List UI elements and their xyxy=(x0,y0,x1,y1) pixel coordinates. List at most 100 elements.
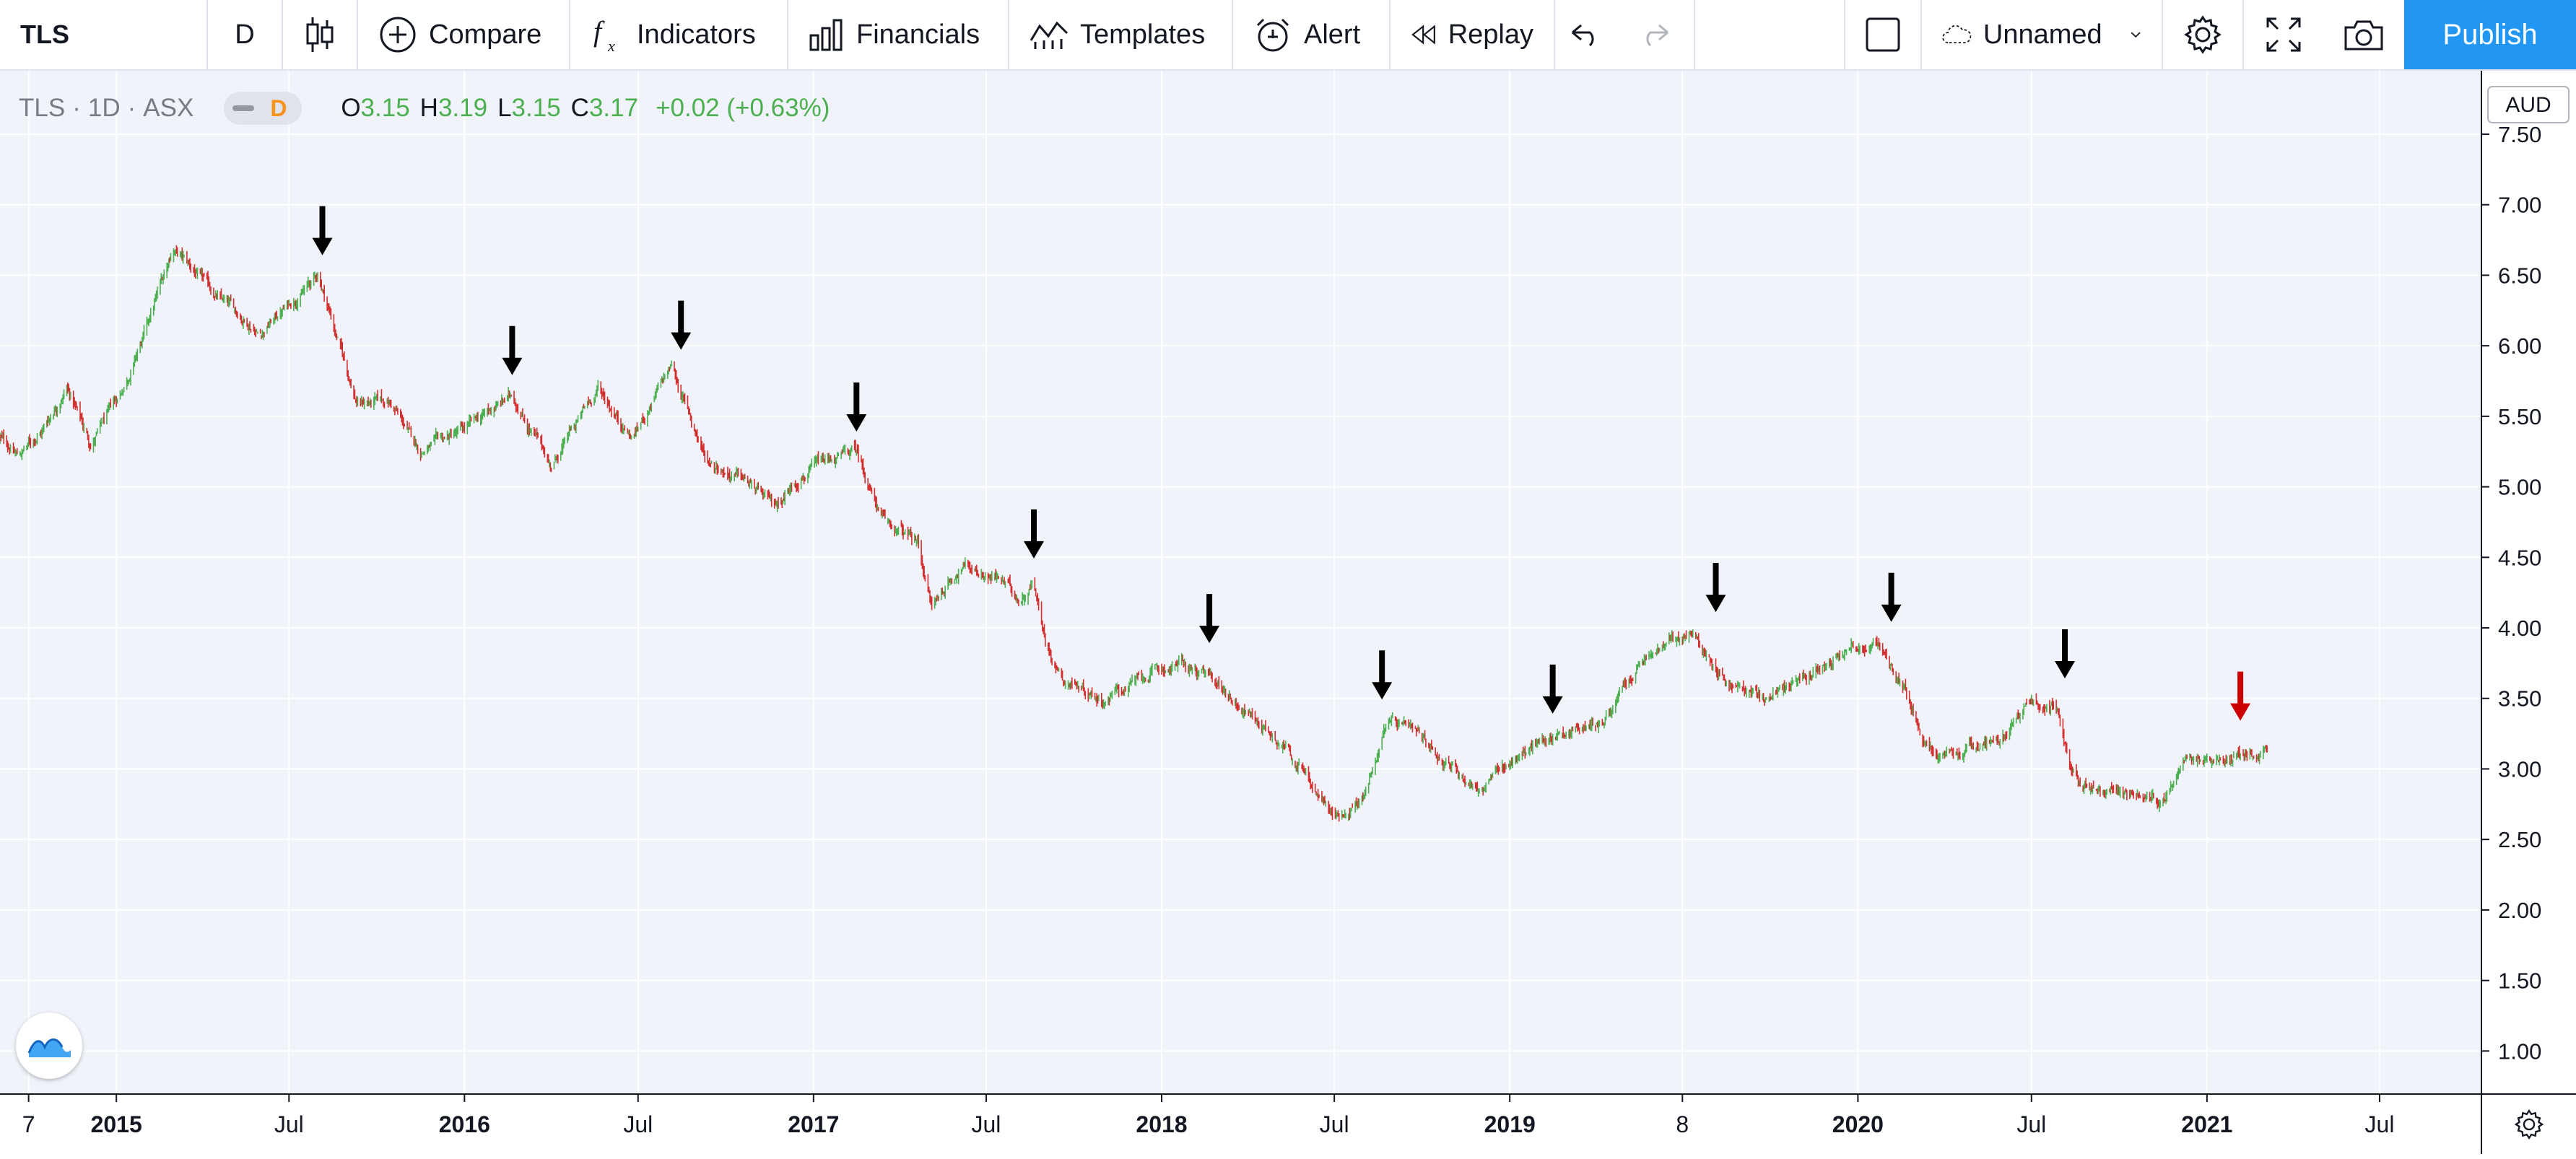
time-tick-label: 2019 xyxy=(1484,1111,1536,1137)
alert-button[interactable]: Alert xyxy=(1233,0,1391,69)
price-tick-label: 1.50 xyxy=(2498,968,2541,994)
axis-settings-button[interactable] xyxy=(2481,1093,2576,1154)
open-value: 3.15 xyxy=(360,94,410,122)
time-tick-label: 2020 xyxy=(1832,1111,1884,1137)
price-tick-label: 5.50 xyxy=(2498,404,2541,429)
undo-button[interactable] xyxy=(1555,0,1616,69)
time-tick-label: Jul xyxy=(971,1111,1001,1137)
alarm-clock-icon xyxy=(1256,18,1289,52)
symbol-label: TLS xyxy=(20,19,69,49)
snapshot-button[interactable] xyxy=(2323,0,2404,69)
price-tick-label: 6.50 xyxy=(2498,263,2541,288)
financials-button[interactable]: Financials xyxy=(788,0,1009,69)
legend-separator: · xyxy=(127,94,136,122)
interval-button[interactable]: D xyxy=(208,0,283,69)
down-arrow-annotation xyxy=(502,325,523,375)
price-tick-label: 3.00 xyxy=(2498,756,2541,782)
time-tick-label: 7 xyxy=(22,1111,35,1137)
fullscreen-button[interactable] xyxy=(2244,0,2323,69)
currency-badge xyxy=(2487,86,2570,123)
layout-menu-button[interactable]: Unnamed xyxy=(1922,0,2163,69)
gear-icon xyxy=(2184,15,2222,54)
data-status-badge[interactable]: D xyxy=(224,92,303,125)
ohlc-values: O3.15 H3.19 L3.15 C3.17 +0.02 (+0.63%) xyxy=(341,94,830,123)
delayed-badge-label: D xyxy=(270,95,287,121)
down-arrow-annotation xyxy=(312,206,333,255)
candles-icon xyxy=(306,17,334,52)
time-tick-label: Jul xyxy=(623,1111,653,1137)
close-value: 3.17 xyxy=(588,94,639,122)
down-arrow-annotation xyxy=(2055,629,2076,678)
status-bar-icon xyxy=(232,105,255,111)
square-icon xyxy=(1866,17,1900,52)
publish-label: Publish xyxy=(2442,18,2538,51)
time-axis-labels: 7 2015 Jul 2016 Jul 2017 Jul 2018 Jul 2019 8 2020 Ju… xyxy=(22,1095,2395,1137)
rewind-icon xyxy=(1411,25,1435,45)
time-tick-label: 2015 xyxy=(91,1111,142,1137)
select-layout-button[interactable] xyxy=(1844,0,1922,69)
time-tick-label: Jul xyxy=(2365,1111,2395,1137)
indicators-button[interactable]: f x Indicators xyxy=(570,0,788,69)
price-axis-labels: AUD 7.50 7.00 6.50 6.00 5.50 5.00 4.50 4.00 3.50 3… xyxy=(2482,86,2570,1064)
high-label: H xyxy=(419,94,438,122)
compare-button[interactable]: Compare xyxy=(358,0,570,69)
chart-style-button[interactable] xyxy=(283,0,358,69)
price-axis[interactable]: AUD 7.50 7.00 6.50 6.00 5.50 5.00 4.50 4.00 3.50 3… xyxy=(2481,71,2576,1093)
time-tick-label: 2018 xyxy=(1136,1111,1187,1137)
candlestick-series xyxy=(0,245,2268,822)
price-tick-label: 4.00 xyxy=(2498,616,2541,641)
redo-button[interactable] xyxy=(1616,0,1695,69)
down-arrow-annotation xyxy=(1023,509,1044,559)
legend-separator: · xyxy=(72,94,81,122)
camera-icon xyxy=(2344,20,2383,51)
legend-symbol[interactable]: TLS xyxy=(19,94,66,122)
price-tick-label: 7.50 xyxy=(2498,122,2541,147)
plus-circle-icon xyxy=(380,17,416,53)
bar-chart-icon xyxy=(809,19,843,51)
time-axis[interactable]: 7 2015 Jul 2016 Jul 2017 Jul 2018 Jul 2019 8 2020 Ju… xyxy=(0,1093,2481,1154)
layout-name: Unnamed xyxy=(1983,19,2102,50)
high-value: 3.19 xyxy=(438,94,488,122)
down-arrow-annotation xyxy=(2230,671,2251,721)
svg-text:f: f xyxy=(593,15,605,48)
settings-button[interactable] xyxy=(2163,0,2244,69)
price-tick-label: 1.00 xyxy=(2498,1038,2541,1064)
price-tick-label: 2.00 xyxy=(2498,898,2541,923)
down-arrow-annotation xyxy=(846,382,867,432)
price-chart[interactable] xyxy=(0,71,2481,1093)
down-arrow-annotation xyxy=(1199,594,1220,644)
price-tick-label: 5.00 xyxy=(2498,475,2541,500)
templates-button[interactable]: Templates xyxy=(1009,0,1233,69)
price-tick-label: 3.50 xyxy=(2498,686,2541,712)
function-icon: f x xyxy=(593,15,615,54)
down-arrow-annotation xyxy=(1542,664,1563,714)
time-tick-label: 2021 xyxy=(2181,1111,2232,1137)
indicators-label: Indicators xyxy=(637,19,756,50)
low-value: 3.15 xyxy=(511,94,561,122)
replay-label: Replay xyxy=(1448,19,1533,50)
legend-exchange: ASX xyxy=(143,94,194,122)
arrow-annotations xyxy=(312,206,2251,721)
down-arrow-annotation xyxy=(1705,563,1726,613)
legend-interval: 1D xyxy=(87,94,121,122)
down-arrow-annotation xyxy=(1881,572,1902,622)
replay-button[interactable]: Replay xyxy=(1391,0,1555,69)
gear-icon xyxy=(2514,1109,2544,1140)
symbol-search-button[interactable]: TLS xyxy=(0,0,208,69)
chevron-down-icon xyxy=(2131,32,2141,38)
price-tick-label: 7.00 xyxy=(2498,193,2541,218)
templates-label: Templates xyxy=(1080,19,1206,50)
time-tick-label: Jul xyxy=(274,1111,304,1137)
open-label: O xyxy=(341,94,361,122)
undo-icon xyxy=(1572,24,1594,47)
tradingview-logo[interactable] xyxy=(16,1013,82,1079)
change-value: +0.02 (+0.63%) xyxy=(656,94,830,122)
fullscreen-icon xyxy=(2266,17,2301,52)
publish-button[interactable]: Publish xyxy=(2404,0,2576,69)
chart-pane[interactable] xyxy=(0,71,2481,1093)
templates-icon xyxy=(1030,21,1069,49)
alert-label: Alert xyxy=(1304,19,1361,50)
cloud-icon xyxy=(1942,25,1972,43)
time-tick-label: 2016 xyxy=(439,1111,490,1137)
close-label: C xyxy=(570,94,589,122)
